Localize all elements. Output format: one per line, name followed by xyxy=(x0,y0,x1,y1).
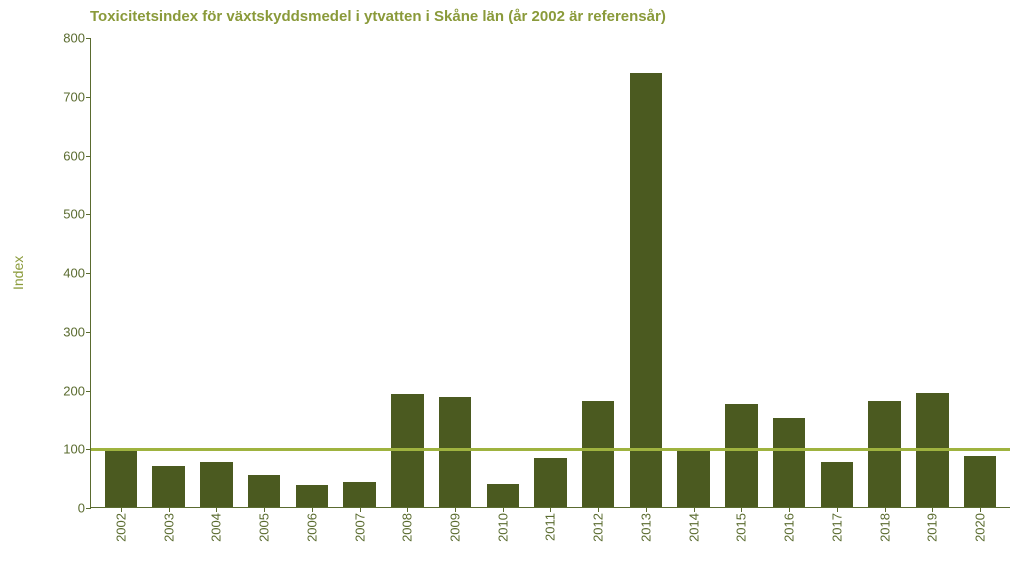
y-tick-label: 200 xyxy=(63,383,85,398)
bar xyxy=(582,401,614,507)
bar-slot: 2009 xyxy=(431,38,479,507)
y-tick-label: 300 xyxy=(63,324,85,339)
bar xyxy=(677,448,709,507)
bar-slot: 2012 xyxy=(574,38,622,507)
x-tick-label: 2002 xyxy=(113,513,128,542)
y-tick-label: 600 xyxy=(63,148,85,163)
x-tick-mark xyxy=(550,507,551,512)
y-tick-label: 400 xyxy=(63,266,85,281)
x-tick-label: 2013 xyxy=(638,513,653,542)
x-tick-mark xyxy=(360,507,361,512)
bar-slot: 2016 xyxy=(765,38,813,507)
x-tick-mark xyxy=(121,507,122,512)
x-tick-mark xyxy=(646,507,647,512)
y-tick-mark xyxy=(86,391,91,392)
bar xyxy=(248,475,280,507)
bar-slot: 2007 xyxy=(336,38,384,507)
x-tick-mark xyxy=(885,507,886,512)
x-tick-mark xyxy=(407,507,408,512)
bar xyxy=(105,448,137,507)
x-tick-label: 2009 xyxy=(448,513,463,542)
bar xyxy=(343,482,375,507)
x-tick-mark xyxy=(837,507,838,512)
y-tick-mark xyxy=(86,214,91,215)
bar-slot: 2004 xyxy=(192,38,240,507)
x-tick-mark xyxy=(932,507,933,512)
x-tick-label: 2005 xyxy=(257,513,272,542)
bar-slot: 2005 xyxy=(240,38,288,507)
x-tick-mark xyxy=(264,507,265,512)
y-tick-label: 100 xyxy=(63,442,85,457)
bar-slot: 2019 xyxy=(908,38,956,507)
bar-slot: 2006 xyxy=(288,38,336,507)
bar xyxy=(821,462,853,507)
bar-slot: 2002 xyxy=(97,38,145,507)
y-axis-label: Index xyxy=(10,256,26,290)
bar xyxy=(152,466,184,507)
x-tick-mark xyxy=(455,507,456,512)
x-tick-mark xyxy=(598,507,599,512)
bar xyxy=(964,456,996,507)
plot-area: 2002200320042005200620072008200920102011… xyxy=(90,38,1010,508)
bar-slot: 2017 xyxy=(813,38,861,507)
x-tick-mark xyxy=(741,507,742,512)
bar xyxy=(630,73,662,507)
chart-title: Toxicitetsindex för växtskyddsmedel i yt… xyxy=(90,8,666,25)
x-tick-mark xyxy=(789,507,790,512)
x-tick-label: 2007 xyxy=(352,513,367,542)
x-tick-mark xyxy=(216,507,217,512)
bar-slot: 2020 xyxy=(956,38,1004,507)
x-tick-label: 2012 xyxy=(591,513,606,542)
y-tick-mark xyxy=(86,38,91,39)
y-tick-mark xyxy=(86,97,91,98)
x-tick-label: 2003 xyxy=(161,513,176,542)
bar xyxy=(296,485,328,507)
bar xyxy=(439,397,471,507)
y-tick-label: 800 xyxy=(63,31,85,46)
chart-container: Toxicitetsindex för växtskyddsmedel i yt… xyxy=(0,0,1024,576)
bars-group: 2002200320042005200620072008200920102011… xyxy=(91,38,1010,507)
x-tick-label: 2014 xyxy=(686,513,701,542)
x-tick-label: 2018 xyxy=(877,513,892,542)
x-tick-mark xyxy=(503,507,504,512)
x-tick-label: 2016 xyxy=(782,513,797,542)
x-tick-mark xyxy=(312,507,313,512)
y-tick-mark xyxy=(86,332,91,333)
bar xyxy=(534,458,566,507)
x-tick-label: 2019 xyxy=(925,513,940,542)
bar-slot: 2003 xyxy=(145,38,193,507)
bar xyxy=(773,418,805,507)
x-tick-label: 2015 xyxy=(734,513,749,542)
x-tick-label: 2004 xyxy=(209,513,224,542)
bar xyxy=(868,401,900,507)
bar-slot: 2015 xyxy=(718,38,766,507)
y-tick-label: 0 xyxy=(78,501,85,516)
bar-slot: 2011 xyxy=(527,38,575,507)
x-tick-label: 2010 xyxy=(495,513,510,542)
x-tick-mark xyxy=(980,507,981,512)
x-tick-mark xyxy=(694,507,695,512)
bar-slot: 2014 xyxy=(670,38,718,507)
reference-line xyxy=(91,448,1010,451)
bar xyxy=(200,462,232,507)
x-tick-label: 2017 xyxy=(829,513,844,542)
y-tick-label: 500 xyxy=(63,207,85,222)
bar-slot: 2008 xyxy=(383,38,431,507)
x-tick-label: 2020 xyxy=(973,513,988,542)
bar-slot: 2013 xyxy=(622,38,670,507)
bar-slot: 2018 xyxy=(861,38,909,507)
x-tick-label: 2006 xyxy=(304,513,319,542)
bar-slot: 2010 xyxy=(479,38,527,507)
y-tick-mark xyxy=(86,156,91,157)
y-tick-mark xyxy=(86,508,91,509)
x-tick-label: 2008 xyxy=(400,513,415,542)
bar xyxy=(487,484,519,507)
x-tick-label: 2011 xyxy=(543,513,558,541)
x-tick-mark xyxy=(169,507,170,512)
bar xyxy=(725,404,757,507)
y-tick-mark xyxy=(86,273,91,274)
y-tick-label: 700 xyxy=(63,89,85,104)
